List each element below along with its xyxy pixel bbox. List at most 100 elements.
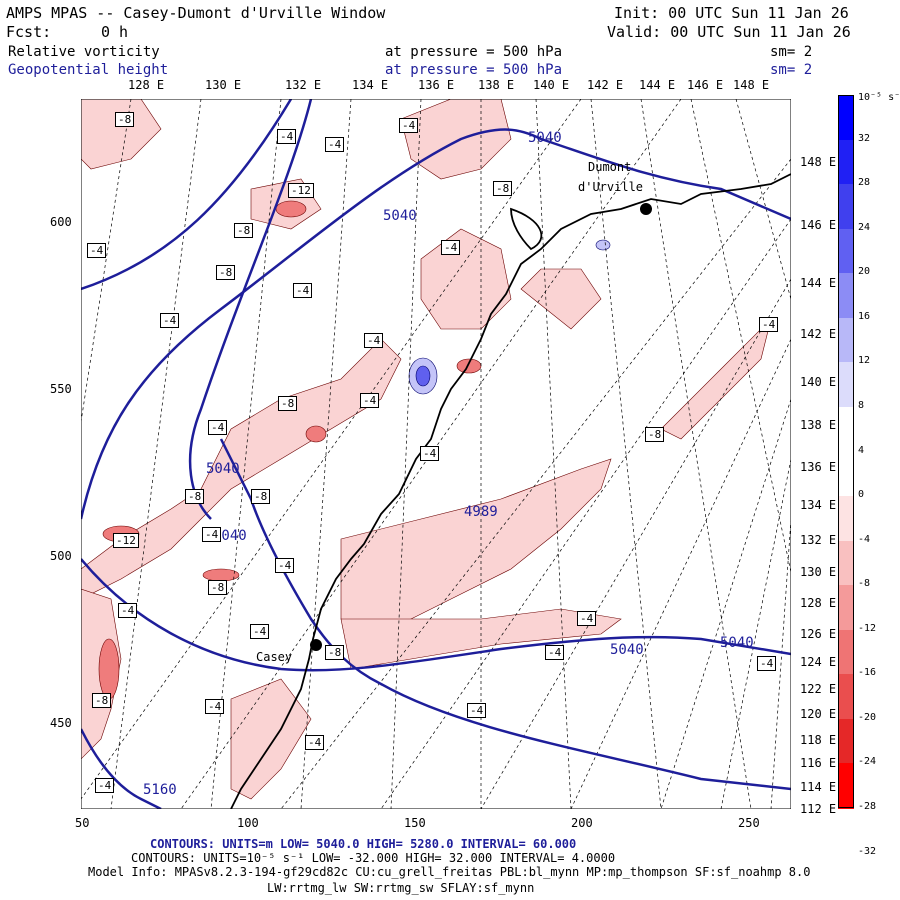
field-smoothing-height: sm= 2 xyxy=(770,62,813,78)
vorticity-contour-label: -4 xyxy=(420,446,440,461)
vorticity-contour-label: -8 xyxy=(208,580,228,595)
right-lon-label: 134 E xyxy=(800,498,837,512)
colorbar-tick-label: 12 xyxy=(858,355,871,367)
colorbar-tick-label: 8 xyxy=(858,399,865,411)
right-lon-label: 122 E xyxy=(800,682,837,696)
top-lon-label: 144 E xyxy=(639,78,676,92)
top-lon-label: 146 E xyxy=(687,78,724,92)
field-name-vorticity: Relative vorticity xyxy=(8,44,160,60)
vorticity-contour-label: -8 xyxy=(645,427,665,442)
height-contour-label: 5040 xyxy=(528,130,562,146)
field-pressure-height: at pressure = 500 hPa xyxy=(385,62,563,78)
station-label-dumont: Dumont xyxy=(588,160,632,174)
colorbar-swatch xyxy=(838,273,854,319)
footer-contours-vort: CONTOURS: UNITS=10⁻⁵ s⁻¹ LOW= -32.000 HI… xyxy=(131,851,616,865)
station-markers xyxy=(310,203,652,651)
colorbar-swatch xyxy=(838,585,854,631)
right-lon-label: 126 E xyxy=(800,627,837,641)
vorticity-contour-label: -4 xyxy=(305,735,325,750)
colorbar-swatch xyxy=(838,406,854,452)
colorbar-tick-label: -24 xyxy=(858,756,877,768)
x-axis-tick: 50 xyxy=(75,816,90,830)
colorbar-swatch xyxy=(838,763,854,809)
right-lon-label: 116 E xyxy=(800,756,837,770)
vorticity-contour-label: -4 xyxy=(160,313,180,328)
colorbar-tick-label: 20 xyxy=(858,266,871,278)
vorticity-contour-label: -4 xyxy=(87,243,107,258)
vorticity-contour-label: -4 xyxy=(364,333,384,348)
colorbar-swatch xyxy=(838,95,854,141)
top-lon-label: 136 E xyxy=(418,78,455,92)
right-lon-label: 118 E xyxy=(800,733,837,747)
top-lon-label: 130 E xyxy=(205,78,242,92)
right-lon-label: 132 E xyxy=(800,533,837,547)
vorticity-contour-label: -4 xyxy=(250,624,270,639)
colorbar-tick-label: 32 xyxy=(858,132,871,144)
x-axis-tick: 200 xyxy=(571,816,593,830)
colorbar-tick-label: -8 xyxy=(858,578,871,590)
vorticity-height-map xyxy=(81,99,791,809)
vorticity-contour-label: -4 xyxy=(205,699,225,714)
vorticity-contour-label: -4 xyxy=(399,118,419,133)
top-lon-label: 138 E xyxy=(478,78,515,92)
field-pressure-vorticity: at pressure = 500 hPa xyxy=(385,44,563,60)
footer-model-info-2: LW:rrtmg_lw SW:rrtmg_sw SFLAY:sf_mynn xyxy=(267,881,535,895)
x-axis-tick: 250 xyxy=(738,816,760,830)
right-lon-label: 124 E xyxy=(800,655,837,669)
vorticity-contour-label: -8 xyxy=(185,489,205,504)
station-label-durville: d'Urville xyxy=(578,180,644,194)
colorbar xyxy=(838,95,854,809)
vorticity-contour-label: -4 xyxy=(757,656,777,671)
field-name-height: Geopotential height xyxy=(8,62,169,78)
vorticity-contour-label: -4 xyxy=(360,393,380,408)
vorticity-contour-label: -4 xyxy=(208,420,228,435)
vorticity-contour-label: -8 xyxy=(92,693,112,708)
colorbar-tick-label: 28 xyxy=(858,177,871,189)
vorticity-contour-label: -8 xyxy=(234,223,254,238)
y-axis-tick: 600 xyxy=(50,215,72,229)
right-lon-label: 120 E xyxy=(800,707,837,721)
colorbar-unit: 10⁻⁵ s⁻¹ xyxy=(858,92,900,103)
colorbar-tick-label: -28 xyxy=(858,801,877,812)
vorticity-contour-label: -12 xyxy=(288,183,314,198)
coastline xyxy=(230,173,791,809)
vorticity-contour-label: -4 xyxy=(277,129,297,144)
top-lon-label: 148 E xyxy=(733,78,770,92)
colorbar-tick-label: -12 xyxy=(858,622,877,634)
right-lon-label: 130 E xyxy=(800,565,837,579)
footer-model-info: Model Info: MPASv8.2.3-194-gf29cd82c CU:… xyxy=(88,865,811,879)
right-lon-label: 140 E xyxy=(800,375,837,389)
height-contour-label: 5040 xyxy=(206,461,240,477)
right-lon-label: 148 E xyxy=(800,155,837,169)
right-lon-label: 138 E xyxy=(800,418,837,432)
right-lon-label: 136 E xyxy=(800,460,837,474)
vorticity-contour-label: -4 xyxy=(545,645,565,660)
footer-contours-height: CONTOURS: UNITS=m LOW= 5040.0 HIGH= 5280… xyxy=(150,837,577,851)
vorticity-contour-label: -8 xyxy=(278,396,298,411)
vorticity-contour-label: -4 xyxy=(202,527,222,542)
colorbar-swatch xyxy=(838,139,854,185)
colorbar-swatch xyxy=(838,317,854,363)
vorticity-contour-label: -4 xyxy=(118,603,138,618)
right-lon-label: 142 E xyxy=(800,327,837,341)
colorbar-swatch xyxy=(838,496,854,542)
vorticity-contour-label: -4 xyxy=(577,611,597,626)
colorbar-tick-label: 16 xyxy=(858,310,871,322)
y-axis-tick: 500 xyxy=(50,549,72,563)
vorticity-contour-label: -4 xyxy=(275,558,295,573)
vorticity-contour-label: -8 xyxy=(493,181,513,196)
vorticity-contour-label: -8 xyxy=(216,265,236,280)
vorticity-contour-label: -12 xyxy=(113,533,139,548)
vorticity-contour-label: -8 xyxy=(325,645,345,660)
colorbar-swatch xyxy=(838,184,854,230)
colorbar-swatch xyxy=(838,362,854,408)
right-lon-label: 146 E xyxy=(800,218,837,232)
vorticity-contour-label: -4 xyxy=(325,137,345,152)
colorbar-tick-label: -4 xyxy=(858,533,871,545)
height-contour-label: 5040 xyxy=(383,208,417,224)
colorbar-tick-label: -32 xyxy=(858,845,877,857)
y-axis-tick: 550 xyxy=(50,382,72,396)
right-lon-label: 114 E xyxy=(800,780,837,794)
pos-vorticity-shading xyxy=(408,239,611,395)
height-contour-label: 5040 xyxy=(213,528,247,544)
